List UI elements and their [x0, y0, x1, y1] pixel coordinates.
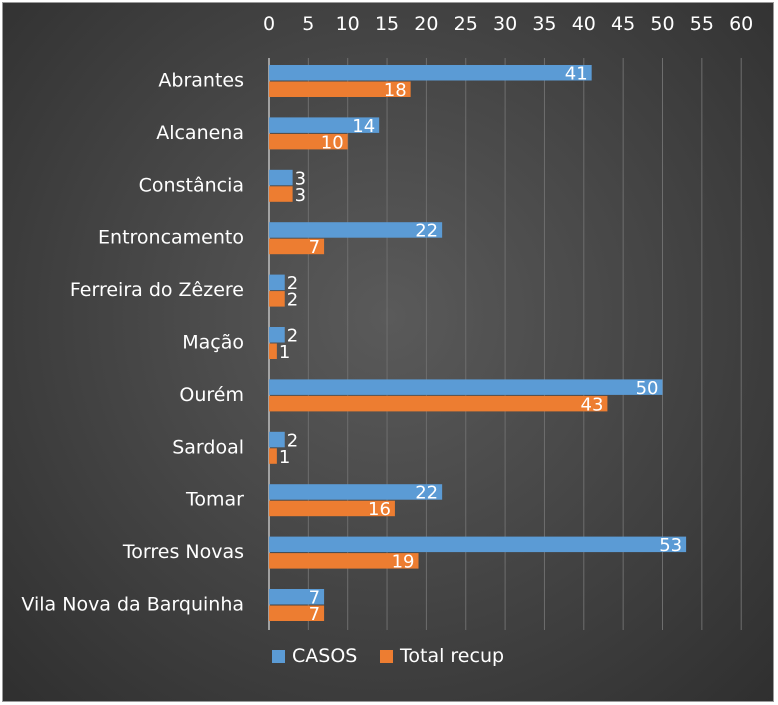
data-label: 2: [287, 273, 298, 294]
bar-casos: [269, 274, 285, 291]
x-tick-label: 25: [454, 13, 478, 35]
bar-casos: [269, 222, 443, 238]
data-label: 2: [287, 326, 298, 347]
data-label: 18: [384, 80, 407, 101]
x-tick-label: 40: [572, 13, 596, 35]
bar-casos: [269, 65, 592, 81]
bar-casos: [269, 536, 687, 553]
category-label: Constância: [139, 174, 244, 196]
data-label: 2: [287, 290, 298, 311]
category-label: Entroncamento: [98, 227, 244, 249]
x-tick-label: 15: [375, 13, 399, 35]
bar-casos: [269, 379, 663, 395]
bar-total-recup: [269, 291, 285, 307]
data-label: 1: [279, 342, 290, 363]
data-label: 2: [287, 430, 298, 451]
bar-casos: [269, 117, 380, 133]
bar-total-recup: [269, 81, 411, 97]
bar-total-recup: [269, 395, 608, 412]
category-label: Mação: [182, 332, 244, 354]
bar-casos: [269, 484, 443, 500]
data-label: 53: [659, 535, 682, 556]
data-label: 43: [581, 394, 604, 415]
x-tick-label: 5: [302, 13, 314, 35]
legend-swatch: [380, 650, 393, 663]
data-label: 50: [636, 378, 659, 399]
bar-total-recup: [269, 500, 395, 517]
category-label: Ferreira do Zêzere: [70, 279, 244, 301]
x-tick-label: 0: [263, 13, 275, 35]
category-label: Ourém: [179, 384, 244, 406]
x-tick-label: 50: [650, 13, 674, 35]
data-label: 22: [415, 483, 438, 504]
bar-total-recup: [269, 553, 419, 569]
x-tick-label: 10: [336, 13, 360, 35]
bar-total-recup: [269, 605, 325, 621]
data-label: 7: [309, 237, 320, 258]
data-label: 19: [392, 552, 415, 573]
category-label: Sardoal: [172, 436, 244, 458]
legend-swatch: [272, 650, 285, 663]
data-label: 3: [295, 185, 306, 206]
x-tick-label: 45: [611, 13, 635, 35]
category-label: Abrantes: [158, 70, 244, 92]
category-label: Alcanena: [156, 122, 244, 144]
bar-total-recup: [269, 448, 277, 464]
bar-total-recup: [269, 343, 277, 359]
data-label: 1: [279, 447, 290, 468]
bar-casos: [269, 589, 325, 605]
legend-label: CASOS: [292, 645, 357, 667]
x-tick-label: 60: [729, 13, 753, 35]
bar-total-recup: [269, 238, 325, 255]
bar-casos: [269, 327, 285, 343]
x-tick-label: 55: [690, 13, 714, 35]
data-label: 7: [309, 604, 320, 625]
x-tick-label: 30: [493, 13, 517, 35]
bar-casos: [269, 431, 285, 448]
data-label: 22: [415, 221, 438, 242]
category-label: Vila Nova da Barquinha: [21, 594, 244, 616]
bar-total-recup: [269, 133, 348, 150]
data-label: 10: [321, 132, 344, 153]
data-label: 41: [565, 64, 588, 85]
data-label: 14: [352, 116, 375, 137]
x-tick-label: 35: [532, 13, 556, 35]
legend-label: Total recup: [399, 645, 504, 667]
data-label: 3: [295, 168, 306, 189]
bar-total-recup: [269, 186, 293, 202]
data-label: 16: [368, 499, 391, 520]
x-tick-label: 20: [414, 13, 438, 35]
bar-casos: [269, 169, 293, 186]
category-label: Torres Novas: [122, 541, 244, 563]
category-label: Tomar: [185, 489, 244, 511]
data-label: 7: [309, 588, 320, 609]
